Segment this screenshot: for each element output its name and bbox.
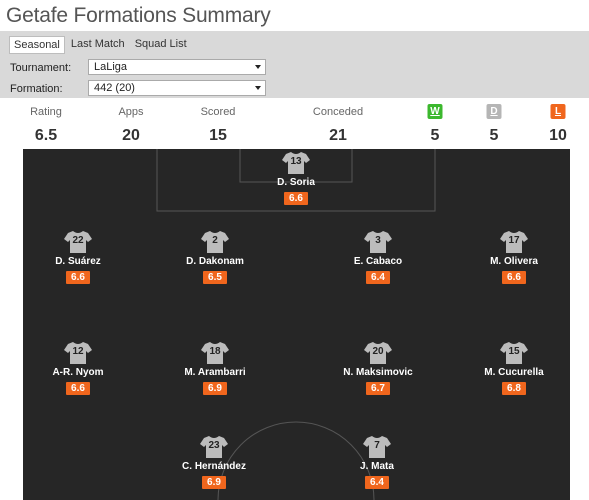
shirt-icon: 2 — [201, 230, 229, 254]
player-rating: 6.6 — [66, 271, 90, 284]
pitch-lines — [156, 149, 436, 500]
wins-value: 5 — [430, 127, 440, 144]
player-defender-right[interactable]: 17 M. Olivera 6.6 — [469, 230, 559, 285]
player-name: D. Soria — [277, 177, 315, 188]
shirt-icon: 23 — [200, 435, 228, 459]
shirt-icon: 17 — [500, 230, 528, 254]
shirt-icon: 13 — [282, 151, 310, 175]
player-name: D. Dakonam — [186, 256, 244, 267]
tab-last-match[interactable]: Last Match — [70, 38, 125, 50]
player-goalkeeper[interactable]: 13 D. Soria 6.6 — [251, 151, 341, 206]
rating-label: Rating — [30, 106, 62, 118]
formation-select[interactable]: 442 (20) — [88, 80, 266, 96]
player-rating: 6.7 — [366, 382, 390, 395]
player-midfielder-left[interactable]: 12 A-R. Nyom 6.6 — [33, 341, 123, 396]
shirt-icon: 22 — [64, 230, 92, 254]
player-rating: 6.4 — [365, 476, 389, 489]
player-rating: 6.6 — [66, 382, 90, 395]
losses-value: 10 — [549, 127, 567, 144]
player-forward-left[interactable]: 23 C. Hernández 6.9 — [169, 435, 259, 490]
tournament-label: Tournament: — [10, 62, 72, 74]
player-name: E. Cabaco — [353, 256, 403, 267]
player-rating: 6.4 — [366, 271, 390, 284]
player-midfielder-center-right[interactable]: 20 N. Maksimovic 6.7 — [333, 341, 423, 396]
apps-label: Apps — [118, 106, 144, 118]
player-rating: 6.5 — [203, 271, 227, 284]
draws-badge: D — [486, 104, 502, 119]
player-number: 23 — [208, 440, 220, 451]
wins-badge: W — [427, 104, 443, 119]
chevron-down-icon — [255, 86, 261, 90]
player-midfielder-right[interactable]: 15 M. Cucurella 6.8 — [469, 341, 559, 396]
player-number: 12 — [72, 346, 84, 357]
apps-value: 20 — [122, 127, 140, 144]
tab-squad-list[interactable]: Squad List — [134, 38, 187, 50]
player-name: C. Hernández — [182, 461, 246, 472]
shirt-icon: 12 — [64, 341, 92, 365]
player-rating: 6.6 — [502, 271, 526, 284]
player-rating: 6.9 — [202, 476, 226, 489]
tab-seasonal[interactable]: Seasonal — [9, 36, 65, 54]
player-number: 2 — [212, 235, 218, 246]
player-number: 15 — [508, 346, 520, 357]
player-name: N. Maksimovic — [343, 367, 413, 378]
player-defender-center-right[interactable]: 3 E. Cabaco 6.4 — [333, 230, 423, 285]
player-rating: 6.9 — [203, 382, 227, 395]
player-defender-left[interactable]: 22 D. Suárez 6.6 — [33, 230, 123, 285]
tournament-value: LaLiga — [94, 61, 128, 73]
chevron-down-icon — [255, 65, 261, 69]
shirt-icon: 18 — [201, 341, 229, 365]
player-name: J. Mata — [360, 461, 394, 472]
player-name: M. Olivera — [490, 256, 538, 267]
formation-label: Formation: — [10, 83, 63, 95]
player-number: 22 — [72, 235, 84, 246]
scored-label: Scored — [200, 106, 236, 118]
shirt-icon: 7 — [363, 435, 391, 459]
shirt-icon: 15 — [500, 341, 528, 365]
player-number: 7 — [374, 440, 380, 451]
player-number: 3 — [375, 235, 381, 246]
formation-value: 442 (20) — [94, 82, 135, 94]
player-forward-right[interactable]: 7 J. Mata 6.4 — [332, 435, 422, 490]
player-number: 18 — [209, 346, 221, 357]
player-number: 13 — [290, 156, 302, 167]
player-name: M. Arambarri — [184, 367, 246, 378]
rating-value: 6.5 — [34, 127, 58, 144]
player-number: 20 — [372, 346, 384, 357]
player-rating: 6.8 — [502, 382, 526, 395]
shirt-icon: 3 — [364, 230, 392, 254]
view-tabs: Seasonal Last Match Squad List — [9, 36, 193, 54]
player-midfielder-center-left[interactable]: 18 M. Arambarri 6.9 — [170, 341, 260, 396]
formation-pitch: 13 D. Soria 6.6 22 D. Suárez 6.6 2 D. Da… — [23, 149, 570, 500]
conceded-label: Conceded — [312, 106, 364, 118]
player-number: 17 — [508, 235, 520, 246]
page-title: Getafe Formations Summary — [6, 4, 271, 27]
draws-value: 5 — [489, 127, 499, 144]
conceded-value: 21 — [329, 127, 347, 144]
scored-value: 15 — [209, 127, 227, 144]
player-name: M. Cucurella — [484, 367, 544, 378]
shirt-icon: 20 — [364, 341, 392, 365]
player-name: D. Suárez — [55, 256, 101, 267]
player-defender-center-left[interactable]: 2 D. Dakonam 6.5 — [170, 230, 260, 285]
player-rating: 6.6 — [284, 192, 308, 205]
tournament-select[interactable]: LaLiga — [88, 59, 266, 75]
losses-badge: L — [550, 104, 566, 119]
player-name: A-R. Nyom — [52, 367, 104, 378]
